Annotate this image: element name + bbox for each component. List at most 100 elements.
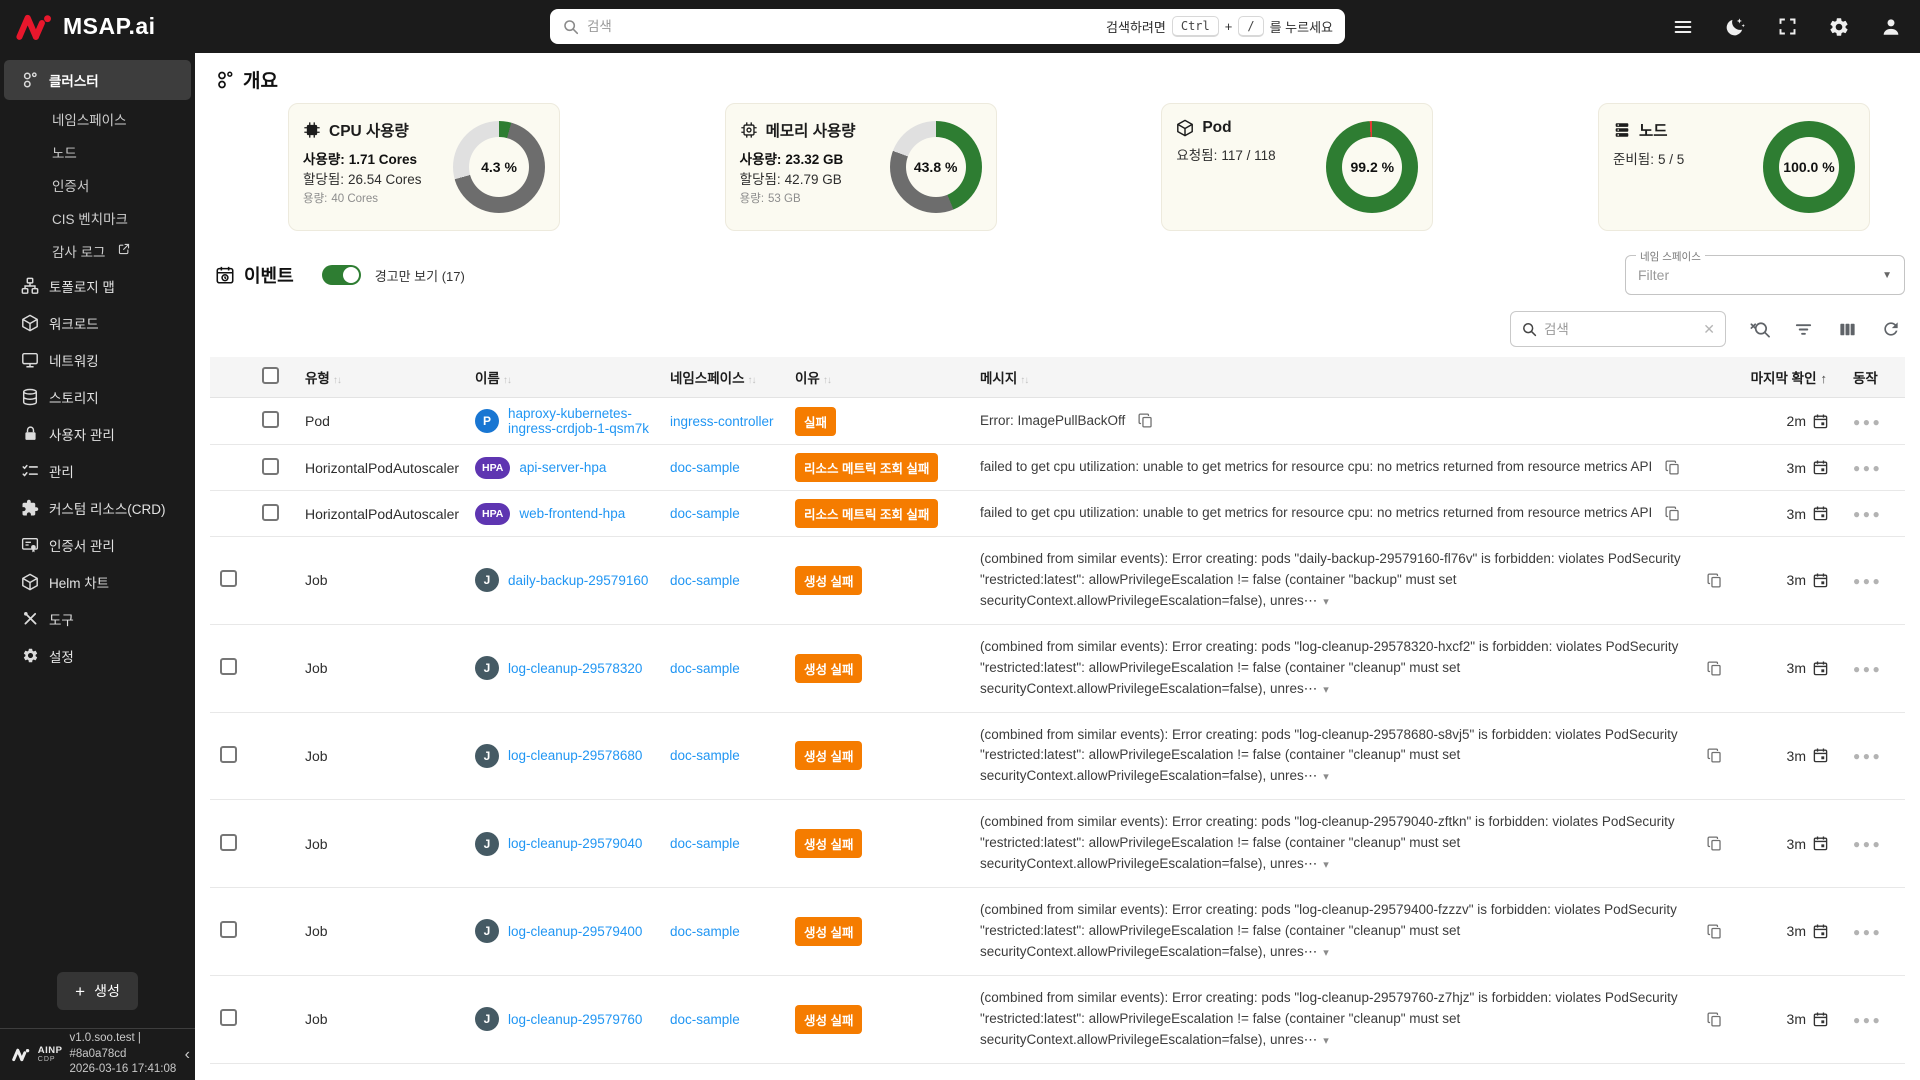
sidebar-item-helm-charts[interactable]: Helm 차트 [0, 563, 195, 600]
copy-icon[interactable] [1706, 1011, 1723, 1028]
sidebar-item-certificate[interactable]: 인증서 [0, 168, 195, 201]
row-actions-menu[interactable]: ●●● [1853, 749, 1883, 764]
expand-message-caret[interactable]: ▾ [1323, 946, 1329, 959]
row-actions-menu[interactable]: ●●● [1853, 414, 1883, 429]
namespace-filter-select[interactable]: 네임 스페이스 Filter ▼ [1625, 249, 1905, 295]
menu-icon[interactable] [1672, 16, 1694, 38]
namespace-link[interactable]: doc-sample [670, 660, 740, 676]
expand-message-caret[interactable]: ▾ [1323, 683, 1329, 696]
row-checkbox[interactable] [220, 833, 237, 851]
create-button[interactable]: + 생성 [57, 972, 138, 1010]
select-all-checkbox[interactable] [262, 367, 279, 384]
column-header-last-seen[interactable]: 마지막 확인 ↑ [1733, 357, 1843, 398]
row-checkbox[interactable] [220, 1009, 237, 1027]
dark-mode-icon[interactable] [1724, 16, 1746, 38]
namespace-link[interactable]: doc-sample [670, 460, 740, 475]
row-actions-menu[interactable]: ●●● [1853, 507, 1883, 521]
resource-name-link[interactable]: log-cleanup-29578320 [508, 660, 643, 676]
resource-name-link[interactable]: log-cleanup-29578680 [508, 748, 643, 764]
advanced-search-icon[interactable] [1748, 318, 1770, 340]
copy-icon[interactable] [1706, 835, 1723, 852]
resource-name-link[interactable]: log-cleanup-29579040 [508, 836, 643, 852]
sidebar-item-certificate-management[interactable]: 인증서 관리 [0, 526, 195, 563]
calendar-icon[interactable] [1812, 747, 1829, 764]
refresh-icon[interactable] [1880, 318, 1902, 340]
column-header-type[interactable]: 유형 ↑↓ [295, 357, 465, 398]
row-actions-menu[interactable]: ●●● [1853, 461, 1883, 475]
row-checkbox[interactable] [262, 457, 279, 475]
expand-message-caret[interactable]: ▾ [1323, 595, 1329, 608]
warning-only-toggle[interactable] [321, 265, 361, 285]
sidebar-item-settings[interactable]: 설정 [0, 637, 195, 674]
resource-name-link[interactable]: log-cleanup-29579760 [508, 1011, 643, 1027]
copy-icon[interactable] [1706, 572, 1723, 589]
row-actions-menu[interactable]: ●●● [1853, 837, 1883, 852]
fullscreen-icon[interactable] [1776, 16, 1798, 38]
global-search-input[interactable] [587, 19, 1099, 34]
row-checkbox[interactable] [262, 503, 279, 521]
row-checkbox[interactable] [220, 658, 237, 676]
copy-icon[interactable] [1664, 459, 1681, 476]
columns-icon[interactable] [1836, 318, 1858, 340]
column-header-name[interactable]: 이름 ↑↓ [465, 357, 660, 398]
calendar-icon[interactable] [1812, 413, 1829, 430]
expand-message-caret[interactable]: ▾ [1323, 859, 1329, 872]
sidebar-item-management[interactable]: 관리 [0, 452, 195, 489]
column-header-namespace[interactable]: 네임스페이스 ↑↓ [660, 357, 785, 398]
resource-name-link[interactable]: daily-backup-29579160 [508, 572, 649, 588]
app-logo[interactable]: MSAP.ai [16, 0, 156, 53]
table-search-input[interactable] [1544, 321, 1697, 337]
row-actions-menu[interactable]: ●●● [1853, 1012, 1883, 1027]
expand-message-caret[interactable]: ▾ [1323, 1034, 1329, 1047]
calendar-icon[interactable] [1812, 835, 1829, 852]
calendar-icon[interactable] [1812, 1011, 1829, 1028]
sidebar-item-cis-benchmark[interactable]: CIS 벤치마크 [0, 201, 195, 234]
global-search-bar[interactable]: 검색하려면 Ctrl + / 를 누르세요 [550, 9, 1345, 44]
namespace-link[interactable]: doc-sample [670, 836, 740, 852]
copy-icon[interactable] [1664, 505, 1681, 522]
row-checkbox[interactable] [220, 745, 237, 763]
sidebar-item-cluster[interactable]: 클러스터 [4, 60, 191, 100]
column-header-message[interactable]: 메시지 ↑↓ [970, 357, 1733, 398]
calendar-icon[interactable] [1812, 459, 1829, 476]
sidebar-item-node[interactable]: 노드 [0, 135, 195, 168]
resource-name-link[interactable]: haproxy-kubernetes-ingress-crdjob-1-qsm7… [508, 406, 650, 436]
sidebar-item-tools[interactable]: 도구 [0, 600, 195, 637]
namespace-link[interactable]: doc-sample [670, 506, 740, 521]
namespace-link[interactable]: doc-sample [670, 923, 740, 939]
namespace-link[interactable]: doc-sample [670, 748, 740, 764]
sidebar-item-workload[interactable]: 워크로드 [0, 304, 195, 341]
row-checkbox[interactable] [220, 570, 237, 588]
sidebar-item-topology-map[interactable]: 토폴로지 맵 [0, 267, 195, 304]
row-actions-menu[interactable]: ●●● [1853, 573, 1883, 588]
sidebar-item-networking[interactable]: 네트워킹 [0, 341, 195, 378]
calendar-icon[interactable] [1812, 660, 1829, 677]
row-checkbox[interactable] [220, 921, 237, 939]
resource-name-link[interactable]: api-server-hpa [519, 460, 607, 475]
sidebar-item-audit-log[interactable]: 감사 로그 [0, 234, 195, 267]
calendar-icon[interactable] [1812, 923, 1829, 940]
table-search-box[interactable]: ✕ [1510, 311, 1726, 347]
expand-message-caret[interactable]: ▾ [1323, 771, 1329, 784]
namespace-link[interactable]: ingress-controller [670, 413, 774, 429]
copy-icon[interactable] [1706, 923, 1723, 940]
settings-gear-icon[interactable] [1828, 16, 1850, 38]
row-checkbox[interactable] [262, 411, 279, 428]
sidebar-item-user-management[interactable]: 사용자 관리 [0, 415, 195, 452]
namespace-link[interactable]: doc-sample [670, 1011, 740, 1027]
namespace-link[interactable]: doc-sample [670, 572, 740, 588]
clear-search-icon[interactable]: ✕ [1703, 320, 1715, 337]
calendar-icon[interactable] [1812, 505, 1829, 522]
calendar-icon[interactable] [1812, 572, 1829, 589]
copy-icon[interactable] [1137, 412, 1154, 429]
copy-icon[interactable] [1706, 747, 1723, 764]
sidebar-item-namespace[interactable]: 네임스페이스 [0, 102, 195, 135]
row-actions-menu[interactable]: ●●● [1853, 924, 1883, 939]
sidebar-collapse-chevron[interactable]: ‹ [184, 1045, 190, 1063]
filter-icon[interactable] [1792, 318, 1814, 340]
sidebar-item-storage[interactable]: 스토리지 [0, 378, 195, 415]
sidebar-item-custom-resources[interactable]: 커스텀 리소스(CRD) [0, 489, 195, 526]
column-header-reason[interactable]: 이유 ↑↓ [785, 357, 970, 398]
resource-name-link[interactable]: web-frontend-hpa [519, 506, 626, 521]
row-actions-menu[interactable]: ●●● [1853, 661, 1883, 676]
